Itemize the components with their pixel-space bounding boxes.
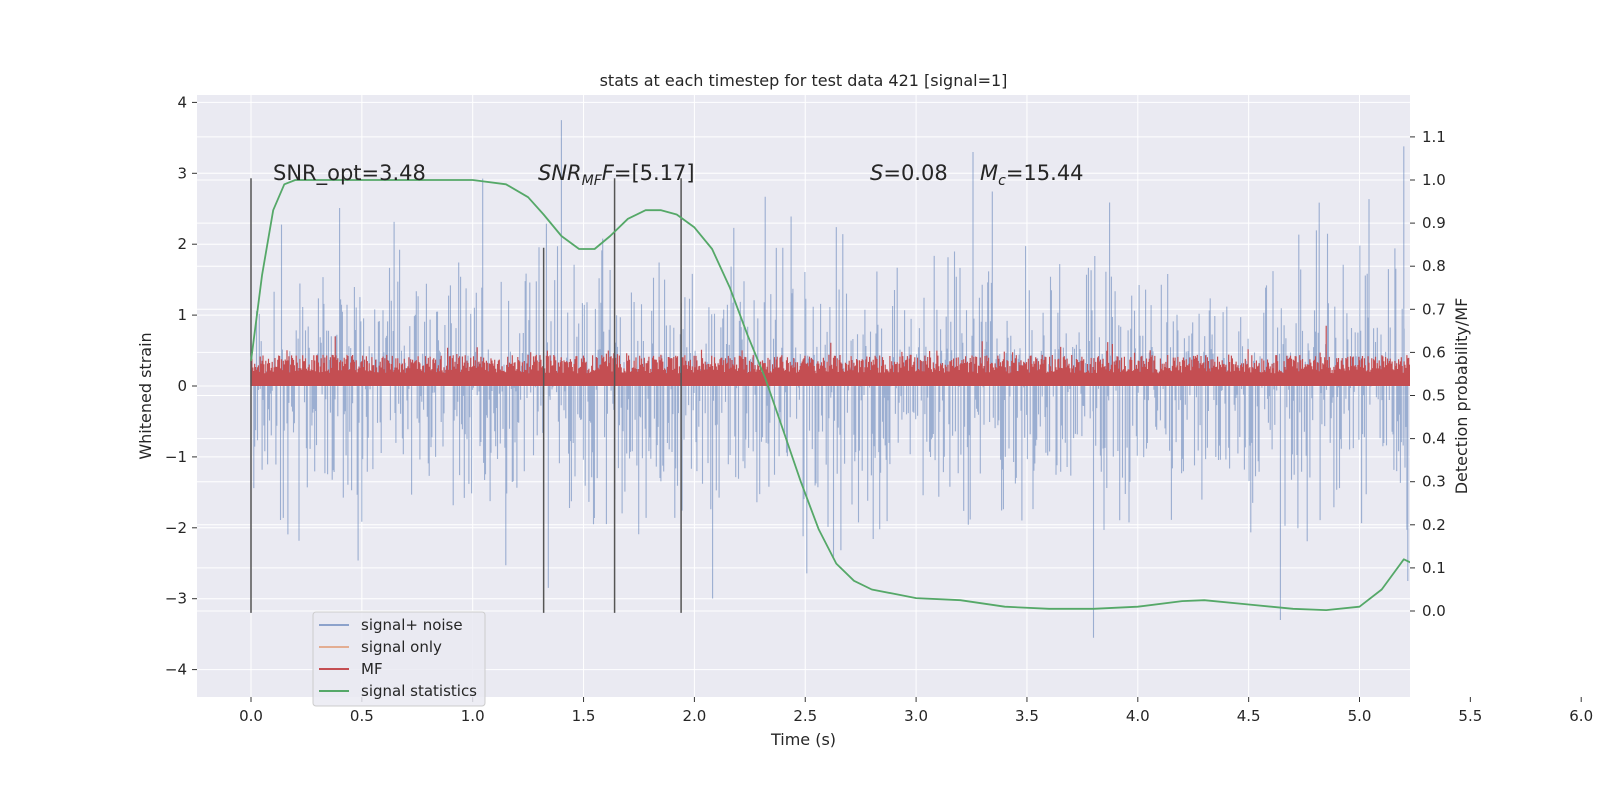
x-tick-label: 0.0 <box>239 707 263 725</box>
x-axis-label: Time (s) <box>770 730 836 749</box>
y2-tick-label: 0.1 <box>1422 559 1446 577</box>
y2-tick-label: 0.5 <box>1422 387 1446 405</box>
legend-label-mf: MF <box>361 660 383 678</box>
annotation-snr-mf-base: SNR <box>538 161 582 185</box>
axes: 0.00.51.01.52.02.53.03.54.04.55.05.56.06… <box>165 93 1593 725</box>
y2-tick-label: 0.7 <box>1422 300 1446 318</box>
x-tick-label: 3.0 <box>904 707 928 725</box>
annotation-s-italic: S <box>870 161 883 185</box>
annotation-mc: Mc=15.44 <box>980 161 1084 189</box>
y2-tick-label: 0.2 <box>1422 516 1446 534</box>
y-tick-label: 3 <box>177 164 187 182</box>
x-tick-label: 4.0 <box>1126 707 1150 725</box>
data-series <box>250 120 1410 638</box>
y-tick-label: −4 <box>165 661 187 679</box>
y2-tick-label: 0.0 <box>1422 602 1446 620</box>
annotation-snr-mf-rest: =[5.17] <box>614 161 695 185</box>
y2-tick-label: 0.6 <box>1422 343 1446 361</box>
x-tick-label: 2.5 <box>793 707 817 725</box>
annotation-mc-sub: c <box>998 173 1006 189</box>
y2-axis-label: Detection probability/MF <box>1452 298 1471 495</box>
annotation-mc-base: M <box>980 161 998 185</box>
x-tick-label: 0.5 <box>350 707 374 725</box>
y2-tick-label: 0.9 <box>1422 214 1446 232</box>
y-tick-label: 1 <box>177 306 187 324</box>
signal-statistics-line <box>250 179 1410 611</box>
legend-label-signal-noise: signal+ noise <box>361 616 463 634</box>
y-tick-label: −3 <box>165 590 187 608</box>
y-tick-label: 2 <box>177 235 187 253</box>
y-tick-label: −1 <box>165 448 187 466</box>
annotation-snr-mf: SNRMFF=[5.17] <box>538 161 695 189</box>
annotation-s: S=0.08 <box>870 161 948 185</box>
legend-label-signal-only: signal only <box>361 638 442 656</box>
y-tick-label: 4 <box>177 93 187 111</box>
annotation-snr-mf-sub: MF <box>582 173 603 189</box>
vertical-markers <box>250 178 682 613</box>
series-signal-statistics <box>250 179 1410 611</box>
x-tick-label: 5.0 <box>1348 707 1372 725</box>
x-tick-label: 5.5 <box>1458 707 1482 725</box>
y-tick-label: 0 <box>177 377 187 395</box>
annotation-snr-mf-f: F <box>602 161 615 185</box>
chart-title: stats at each timestep for test data 421… <box>600 71 1008 90</box>
x-tick-label: 3.5 <box>1015 707 1039 725</box>
annotation-mc-rest: =15.44 <box>1006 161 1084 185</box>
x-tick-label: 1.0 <box>461 707 485 725</box>
legend: signal+ noise signal only MF signal stat… <box>312 611 486 707</box>
y2-tick-label: 1.0 <box>1422 171 1446 189</box>
x-tick-label: 4.5 <box>1237 707 1261 725</box>
x-tick-label: 1.5 <box>572 707 596 725</box>
y2-tick-label: 0.4 <box>1422 430 1446 448</box>
y2-tick-label: 0.8 <box>1422 257 1446 275</box>
y2-tick-label: 0.3 <box>1422 473 1446 491</box>
annotation-s-rest: =0.08 <box>883 161 947 185</box>
y-axis-label: Whitened strain <box>136 332 155 459</box>
x-tick-label: 2.0 <box>682 707 706 725</box>
legend-box <box>312 611 486 707</box>
y2-tick-label: 1.1 <box>1422 128 1446 146</box>
legend-label-signal-statistics: signal statistics <box>361 682 477 700</box>
x-tick-label: 6.0 <box>1569 707 1593 725</box>
y-tick-label: −2 <box>165 519 187 537</box>
annotation-snr-opt: SNR_opt=3.48 <box>273 161 426 186</box>
